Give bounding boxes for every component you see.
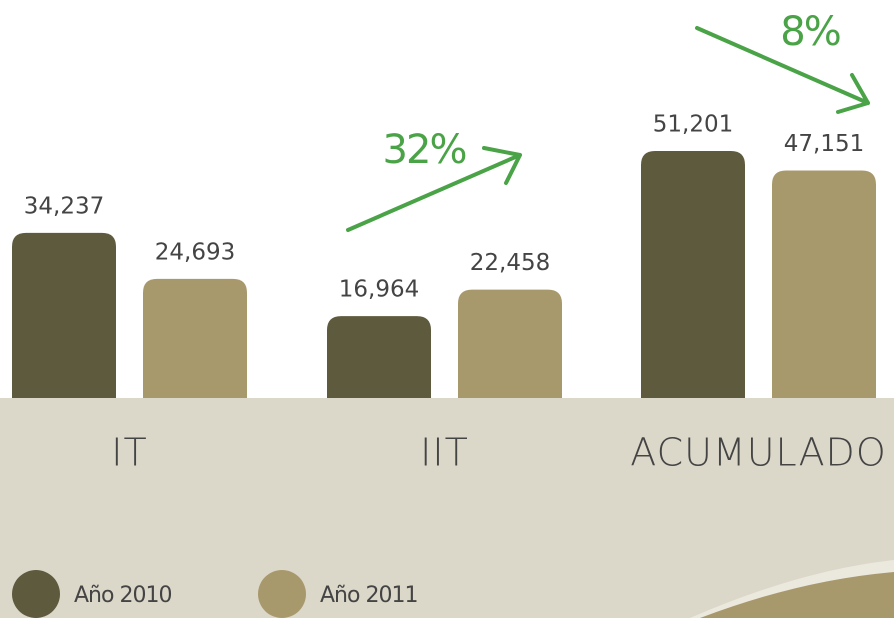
value-label: 34,237 bbox=[24, 193, 104, 219]
category-label: IIT bbox=[420, 431, 469, 475]
arrow-down bbox=[695, 26, 870, 114]
bar bbox=[458, 289, 562, 398]
legend-swatch bbox=[12, 570, 60, 618]
value-label: 47,151 bbox=[784, 131, 864, 157]
legend-swatch bbox=[258, 570, 306, 618]
swoosh-inner bbox=[700, 572, 894, 618]
bar bbox=[327, 316, 431, 398]
value-label: 51,201 bbox=[653, 112, 733, 138]
bar bbox=[772, 170, 876, 398]
annotation: 32% bbox=[383, 127, 466, 173]
value-label: 24,693 bbox=[155, 239, 235, 265]
value-label: 16,964 bbox=[339, 277, 419, 303]
bar bbox=[143, 278, 247, 398]
legend-label: Año 2011 bbox=[320, 583, 417, 608]
floor-band bbox=[0, 398, 894, 618]
background bbox=[0, 0, 894, 398]
bar bbox=[12, 232, 116, 398]
annotation: 8% bbox=[780, 9, 839, 55]
category-label: ACUMULADO bbox=[630, 431, 886, 475]
value-label: 22,458 bbox=[470, 250, 550, 276]
bar bbox=[641, 151, 745, 398]
arrow-up bbox=[346, 146, 522, 232]
category-label: IT bbox=[111, 431, 147, 475]
legend-label: Año 2010 bbox=[74, 583, 171, 608]
